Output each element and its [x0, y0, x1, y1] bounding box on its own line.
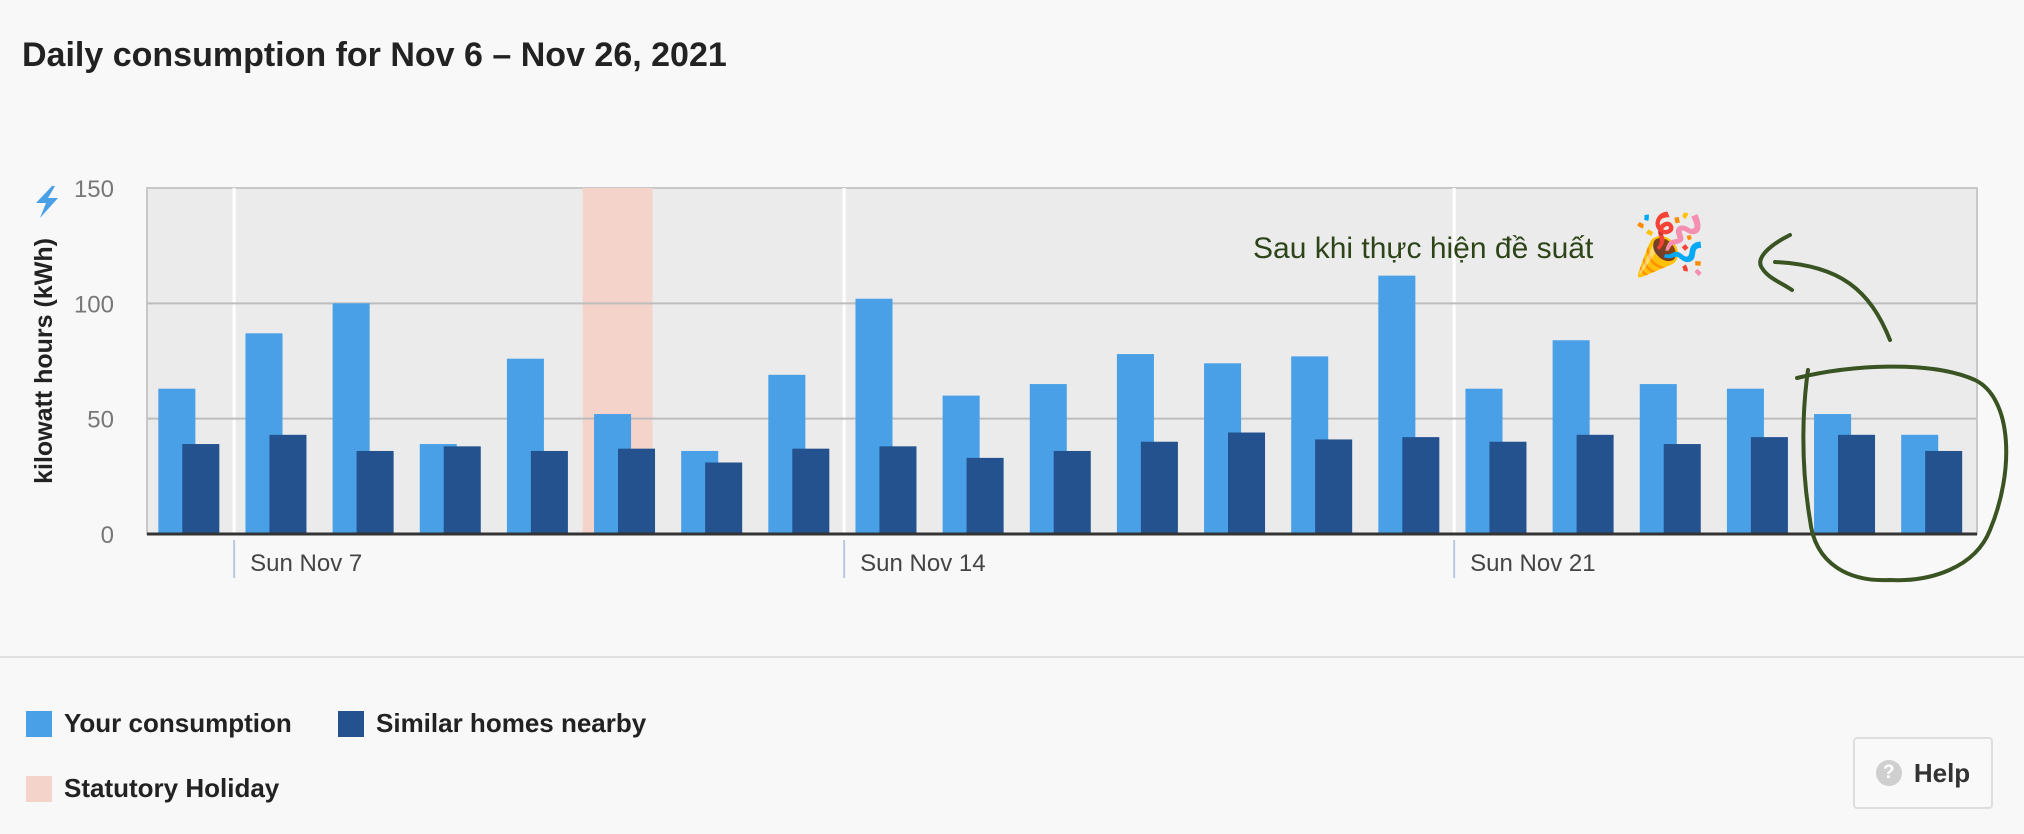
legend-swatch [338, 710, 364, 737]
annotation-arrow [1758, 233, 1892, 342]
y-tick-label: 100 [74, 291, 114, 318]
bar-similar-homes [705, 462, 743, 534]
bar-similar-homes [1140, 441, 1178, 534]
legend-label: Statutory Holiday [64, 773, 280, 803]
bar-similar-homes [1925, 450, 1963, 534]
legend-swatch [26, 775, 52, 802]
bar-similar-homes [1315, 439, 1353, 534]
bar-similar-homes [1663, 444, 1701, 534]
bar-similar-homes [530, 450, 568, 534]
y-tick-label: 150 [74, 176, 114, 203]
bar-similar-homes [356, 450, 394, 534]
x-tick-label: Sun Nov 21 [1470, 550, 1595, 577]
bar-similar-homes [1838, 434, 1876, 534]
y-tick-label: 50 [87, 407, 114, 434]
annotation-text: Sau khi thực hiện đề suất [1253, 232, 1594, 265]
bar-similar-homes [1489, 441, 1527, 534]
divider [0, 656, 2024, 658]
bar-similar-homes [1576, 434, 1614, 534]
bar-similar-homes [1750, 437, 1788, 534]
bar-similar-homes [269, 434, 307, 534]
legend-item-your-consumption: Your consumption [26, 708, 292, 739]
page-title: Daily consumption for Nov 6 – Nov 26, 20… [22, 36, 727, 74]
party-popper-icon: 🎉 [1632, 210, 1707, 280]
legend-item-similar-homes: Similar homes nearby [338, 708, 646, 739]
bar-similar-homes [1053, 450, 1091, 534]
annotation-circle [1795, 364, 2009, 583]
x-tick-label: Sun Nov 7 [250, 550, 362, 577]
bar-similar-homes [792, 448, 830, 534]
bar-similar-homes [443, 446, 481, 534]
bar-similar-homes [879, 446, 917, 534]
legend-label: Your consumption [64, 708, 292, 738]
y-axis-label: kilowatt hours (kWh) [30, 238, 58, 484]
question-circle-icon: ? [1875, 760, 1902, 786]
help-button[interactable]: ? Help [1853, 737, 1993, 809]
bar-similar-homes [966, 457, 1004, 534]
legend-item-statutory-holiday: Statutory Holiday [26, 773, 279, 804]
consumption-chart: 0 50 100 150 Sun Nov 7 Sun Nov 14 Sun Nov 21 ki… [30, 176, 2009, 583]
bar-similar-homes [182, 444, 220, 534]
bar-similar-homes [1228, 432, 1266, 534]
legend-swatch [26, 710, 52, 737]
legend-label: Similar homes nearby [376, 708, 647, 738]
bar-similar-homes [618, 448, 656, 534]
bar-similar-homes [1402, 437, 1440, 534]
lightning-icon [36, 186, 58, 218]
y-tick-label: 0 [101, 522, 114, 549]
help-label: Help [1913, 757, 1971, 788]
x-tick-label: Sun Nov 14 [860, 550, 985, 577]
